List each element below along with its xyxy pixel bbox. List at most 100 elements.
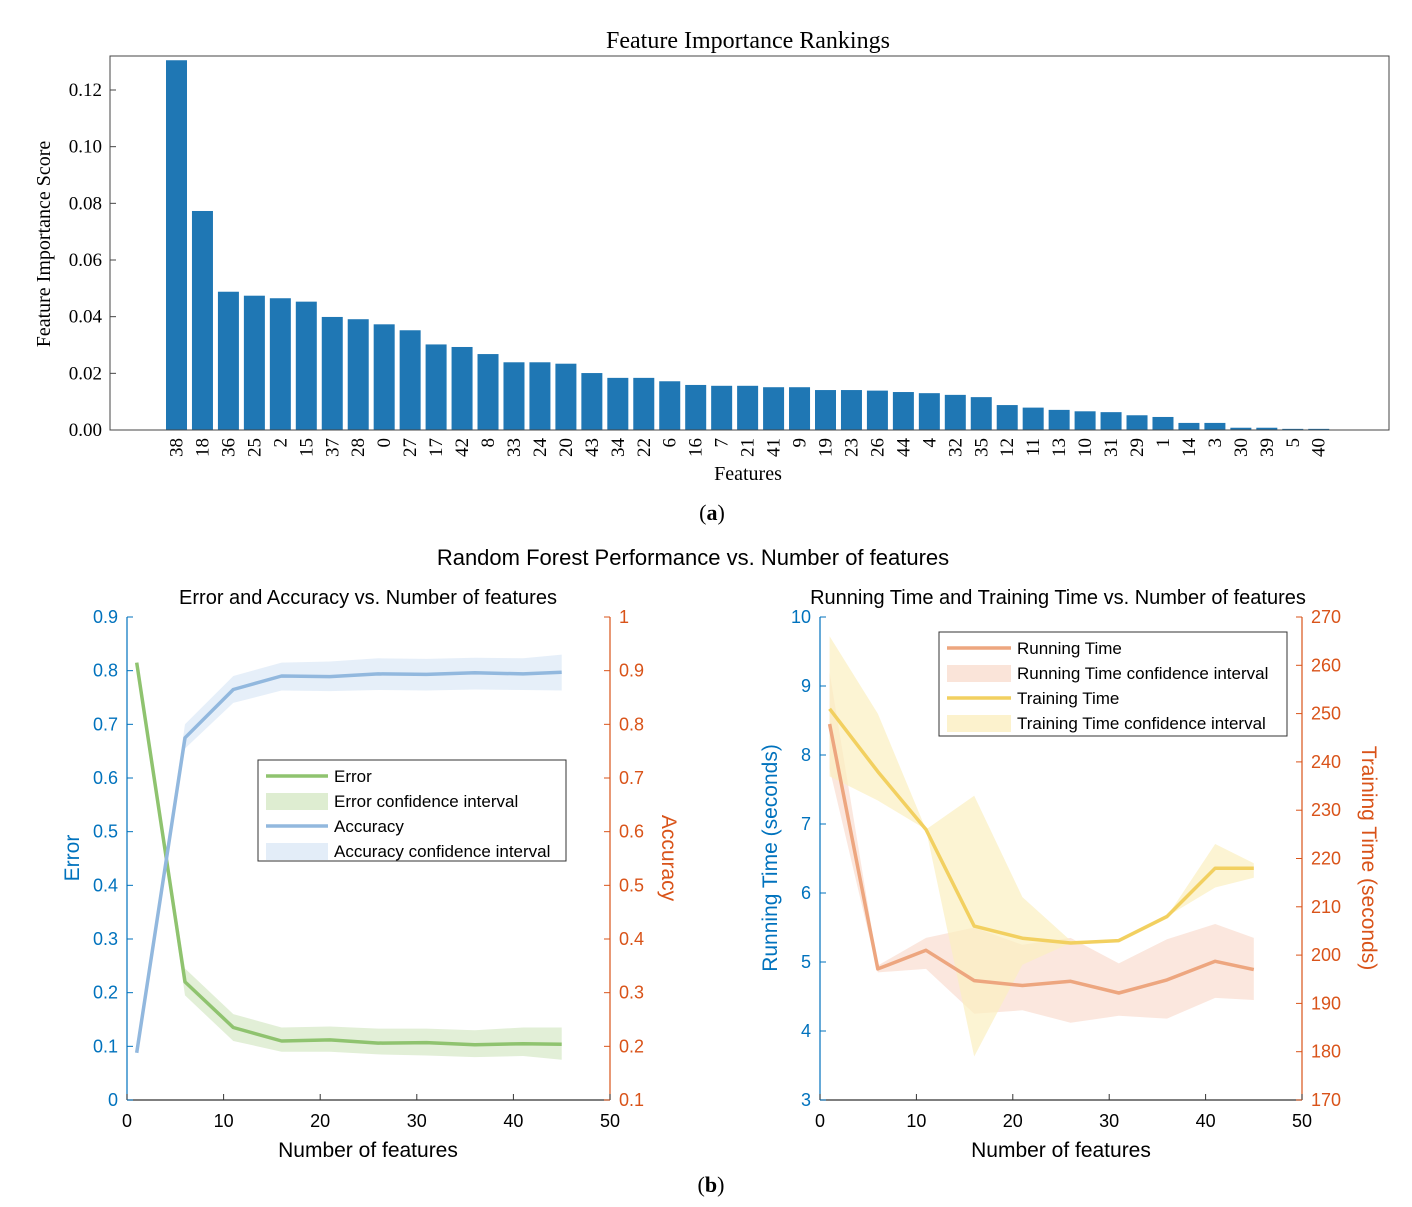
bar-40 — [1308, 428, 1330, 430]
bar-7 — [711, 385, 733, 430]
y-tick-label: 0.12 — [69, 80, 102, 101]
bar-18 — [191, 210, 213, 430]
bar-5 — [1282, 428, 1304, 430]
bar-11 — [1022, 407, 1044, 430]
bar-10 — [1074, 411, 1096, 430]
x-tick-label: 32 — [945, 438, 966, 457]
x-tick-label: 30 — [1099, 1111, 1119, 1131]
y-tick-label: 0.06 — [69, 250, 102, 271]
y2-tick-label: 190 — [1311, 993, 1341, 1013]
y-tick-label: 0.04 — [69, 307, 103, 328]
y2-tick-label: 250 — [1311, 704, 1341, 724]
x-tick-label: 11 — [1023, 438, 1044, 456]
y-tick-label: 0.8 — [93, 661, 118, 681]
x-tick-label: 16 — [686, 438, 707, 457]
x-tick-label: 30 — [1231, 438, 1252, 457]
x-tick-label: 4 — [919, 438, 940, 448]
x-tick-label: 2 — [270, 438, 291, 448]
legend-label: Error confidence interval — [334, 792, 518, 811]
bar-43 — [581, 373, 603, 430]
x-tick-label: 23 — [841, 438, 862, 457]
bar-30 — [1230, 427, 1252, 430]
x-tick-label: 8 — [478, 438, 499, 448]
y2-tick-label: 0.3 — [619, 983, 644, 1003]
x-tick-label: 38 — [167, 438, 188, 457]
x-tick-label: 28 — [348, 438, 369, 457]
bar-14 — [1178, 422, 1200, 430]
y2-tick-label: 0.2 — [619, 1036, 644, 1056]
y-tick-label: 8 — [801, 745, 811, 765]
bar-25 — [243, 295, 265, 430]
x-tick-label: 25 — [244, 438, 265, 457]
x-tick-label: 37 — [322, 438, 343, 457]
legend-label: Training Time confidence interval — [1017, 714, 1266, 733]
plot-area: 0 10 20 30 40 50 0 0.1 0.2 0.3 0.4 0.5 0.6 0.7 0.8 0.9 0… — [93, 607, 644, 1131]
series-line — [828, 707, 1254, 945]
x-tick-label: 35 — [971, 438, 992, 457]
x-tick-label: 0 — [374, 438, 395, 448]
bar-39 — [1256, 427, 1278, 430]
y2-tick-label: 0.5 — [619, 875, 644, 895]
panel-a-caption: (a) — [699, 500, 725, 525]
bar-20 — [555, 363, 577, 430]
axes: 38 18 36 25 2 15 37 28 0 27 17 42 8 33 24 20 43 34 22 6 16 7 2… — [69, 55, 1390, 458]
y-tick-label: 0.2 — [93, 983, 118, 1003]
y2-tick-label: 0.7 — [619, 768, 644, 788]
x-tick-label: 0 — [122, 1111, 132, 1131]
bar-32 — [944, 394, 966, 430]
x-tick-label: 9 — [790, 438, 811, 448]
y2-axis-label: Accuracy — [657, 815, 680, 902]
x-tick-label: 10 — [214, 1111, 234, 1131]
y2-tick-label: 230 — [1311, 800, 1341, 820]
y-tick-label: 10 — [791, 607, 811, 627]
x-tick-label: 27 — [400, 438, 421, 457]
y2-tick-label: 1 — [619, 607, 629, 627]
legend-label: Training Time — [1017, 689, 1119, 708]
y-tick-label: 4 — [801, 1021, 811, 1041]
y-tick-label: 7 — [801, 814, 811, 834]
legend: Running Time Running Time confidence inte… — [938, 631, 1288, 737]
x-tick-label: 20 — [556, 438, 577, 457]
y2-tick-label: 260 — [1311, 655, 1341, 675]
legend-swatch — [947, 715, 1011, 732]
y-tick-label: 9 — [801, 676, 811, 696]
bar-2 — [269, 298, 291, 430]
x-tick-label: 50 — [600, 1111, 620, 1131]
y-tick-label: 6 — [801, 883, 811, 903]
bar-27 — [399, 330, 421, 430]
y-tick-label: 0.3 — [93, 929, 118, 949]
bar-33 — [503, 362, 525, 430]
legend-swatch — [266, 843, 328, 860]
bar-8 — [477, 354, 499, 430]
x-tick-label: 44 — [893, 438, 914, 458]
y2-tick-label: 220 — [1311, 849, 1341, 869]
legend-swatch — [266, 793, 328, 810]
y2-tick-label: 0.9 — [619, 661, 644, 681]
series-line — [134, 670, 562, 1054]
bar-34 — [607, 377, 629, 430]
feature-importance-chart: Feature Importance Rankings 38 18 36 25 2 15 3… — [33, 28, 1390, 525]
x-tick-label: 18 — [192, 438, 213, 457]
bar-24 — [529, 362, 551, 430]
y-tick-label: 0.4 — [93, 875, 118, 895]
bar-12 — [996, 405, 1018, 430]
x-tick-label: 6 — [660, 438, 681, 448]
chart-title: Running Time and Training Time vs. Numbe… — [810, 587, 1306, 609]
panel-b-caption: (b) — [698, 1172, 725, 1197]
x-tick-label: 0 — [815, 1111, 825, 1131]
x-tick-label: 42 — [452, 438, 473, 457]
legend-label: Accuracy confidence interval — [334, 842, 550, 861]
plot-frame — [109, 55, 1390, 431]
bar-0 — [373, 324, 395, 430]
x-tick-label: 36 — [218, 438, 239, 457]
y2-tick-label: 0.1 — [619, 1090, 644, 1110]
y-axis-label: Running Time (seconds) — [759, 744, 782, 972]
bar-28 — [347, 319, 369, 430]
plot-area: 0 10 20 30 40 50 3 4 5 6 7 8 9 10 170 180 190 200 210 220 23… — [791, 607, 1341, 1131]
x-tick-label: 10 — [906, 1111, 926, 1131]
bar-1 — [1152, 416, 1174, 430]
x-tick-label: 21 — [738, 438, 759, 457]
x-tick-label: 40 — [1309, 438, 1330, 457]
bar-38 — [166, 60, 187, 430]
